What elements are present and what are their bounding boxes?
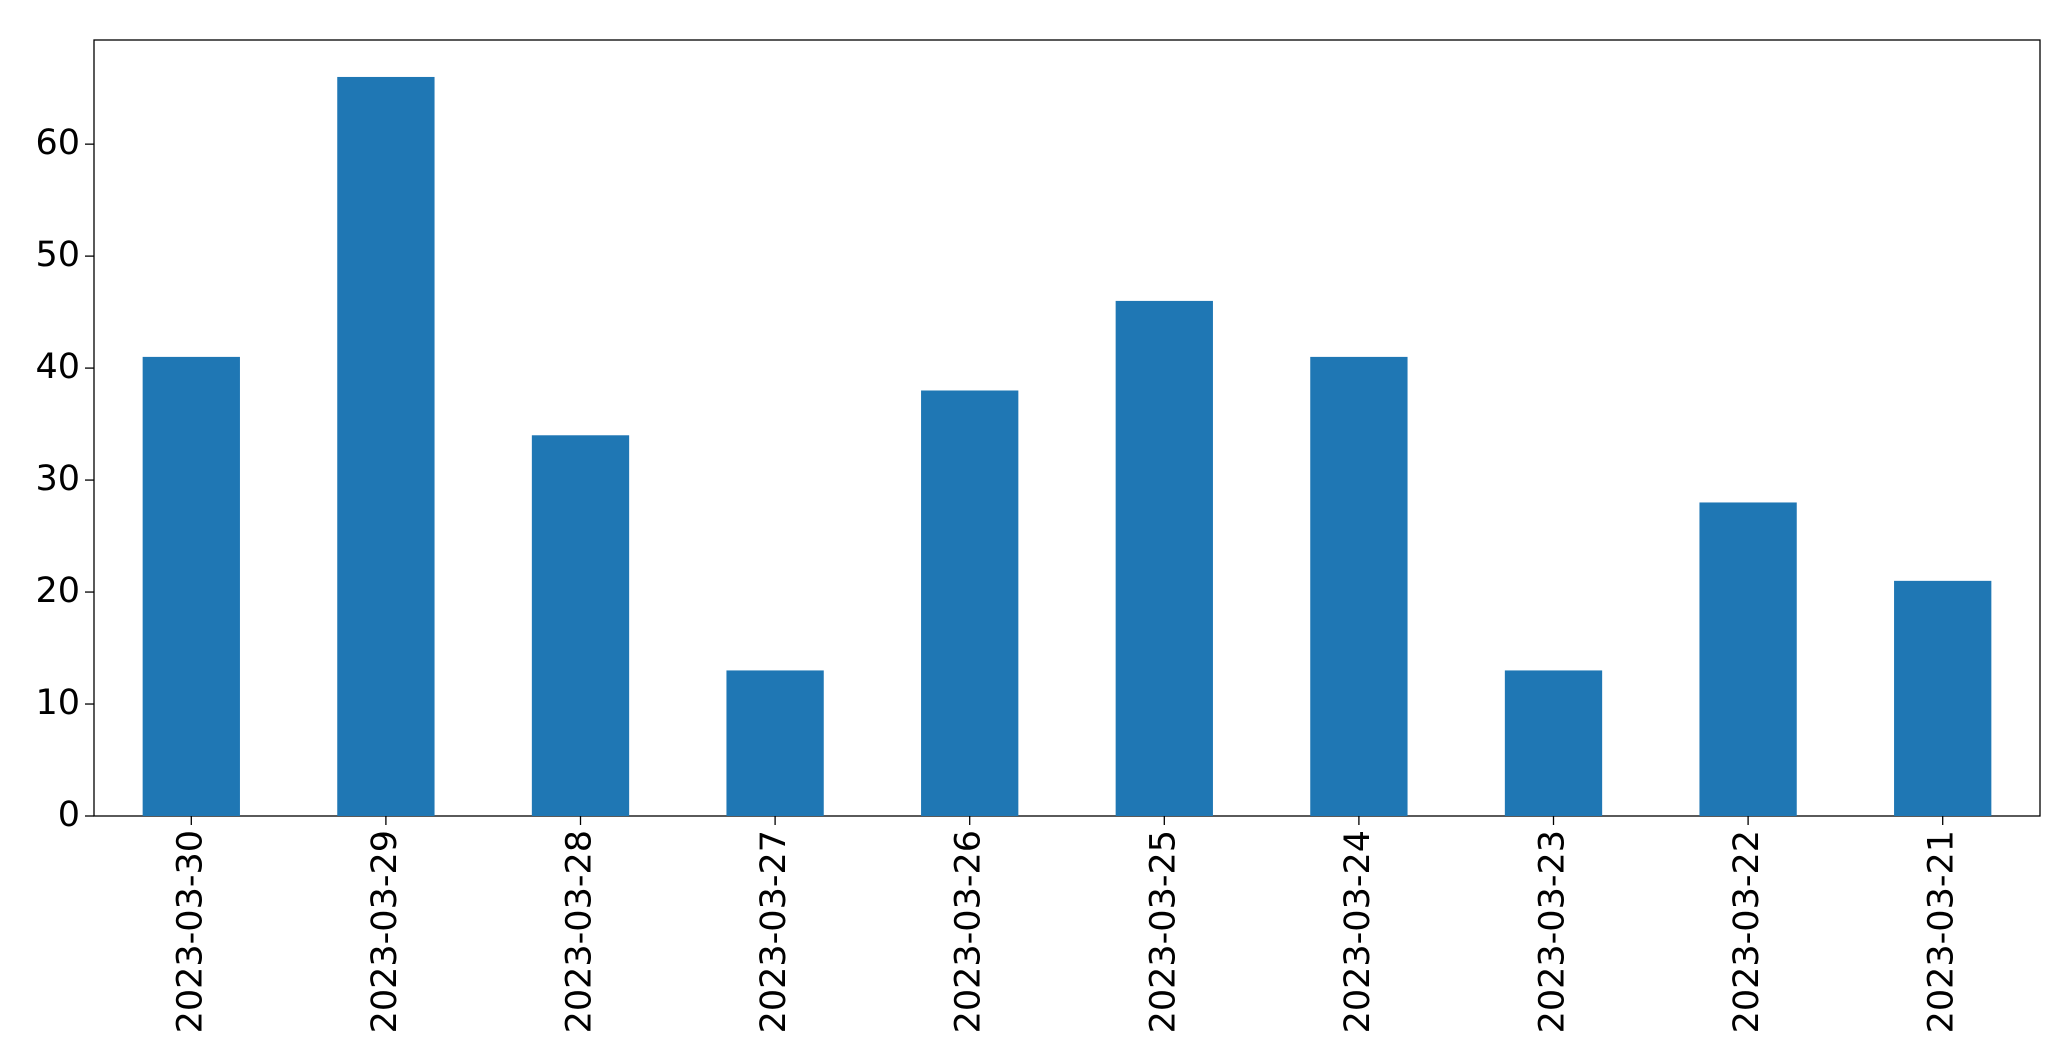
bar (726, 670, 824, 816)
x-tick-label: 2023-03-28 (560, 830, 600, 1033)
x-tick-label: 2023-03-22 (1727, 830, 1767, 1033)
bar (921, 390, 1019, 816)
x-tick-label: 2023-03-26 (949, 830, 989, 1033)
bar (1699, 502, 1797, 816)
bar (142, 356, 240, 816)
x-tick-label: 2023-03-21 (1922, 830, 1962, 1033)
bar (337, 76, 435, 816)
bar (1310, 356, 1408, 816)
y-tick-label: 0 (58, 795, 80, 835)
y-tick-label: 60 (35, 123, 80, 163)
y-tick-label: 50 (35, 235, 80, 275)
y-tick-label: 20 (35, 571, 80, 611)
x-tick-label: 2023-03-29 (365, 830, 405, 1033)
bar (1894, 580, 1992, 816)
bar (1115, 300, 1213, 816)
x-tick-label: 2023-03-27 (754, 830, 794, 1033)
x-tick-label: 2023-03-23 (1533, 830, 1573, 1033)
plot-frame (93, 39, 2041, 817)
y-tick-label: 10 (35, 683, 80, 723)
bar (531, 435, 630, 816)
x-tick-label: 2023-03-25 (1143, 830, 1183, 1033)
y-tick-label: 40 (35, 347, 80, 387)
bar (1504, 670, 1603, 816)
y-tick-label: 30 (35, 459, 80, 499)
x-tick-label: 2023-03-24 (1338, 830, 1378, 1033)
x-tick-label: 2023-03-30 (170, 830, 210, 1033)
